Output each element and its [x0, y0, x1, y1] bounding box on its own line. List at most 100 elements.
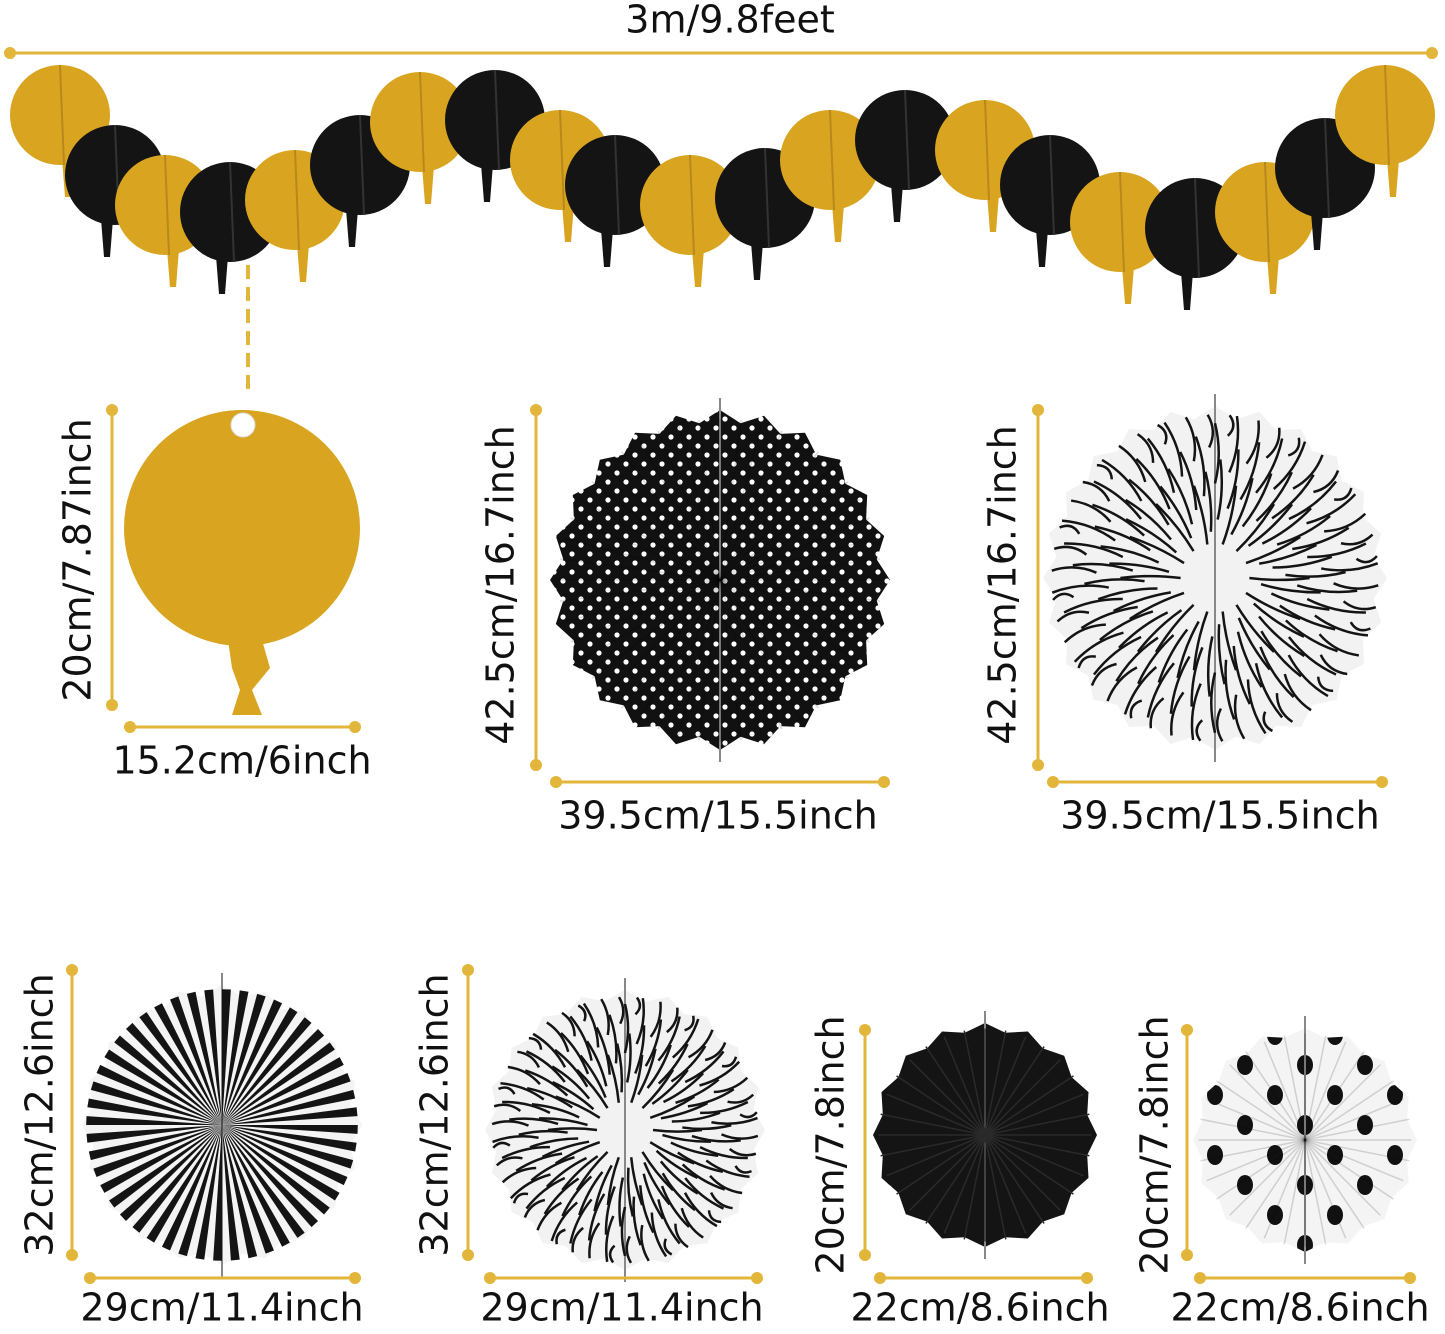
balloon-knot	[1311, 212, 1323, 250]
balloon-knot	[422, 166, 434, 204]
fan-stripe	[1287, 437, 1301, 457]
fan-fold	[719, 451, 819, 581]
fan-fold	[1216, 1080, 1306, 1141]
balloon-knot	[216, 256, 228, 294]
fan-fold	[719, 579, 742, 741]
height-label: 20cm/7.87inch	[56, 418, 100, 701]
fan-stripe	[1333, 582, 1379, 590]
fan-stripe	[1230, 477, 1254, 536]
fan-stripe	[579, 1054, 607, 1099]
fan-stripe	[1073, 631, 1124, 663]
fan-stripe	[617, 996, 625, 1025]
fan-stripe	[554, 1140, 601, 1165]
balloon-knot	[987, 194, 999, 232]
fan-fold	[719, 423, 763, 581]
fan-stripe	[1094, 525, 1151, 552]
balloon-fold	[229, 161, 235, 263]
dimension-end	[1181, 1024, 1193, 1036]
fan-stripe	[1124, 498, 1172, 541]
fan-stripe	[546, 1021, 570, 1053]
fan-fold	[943, 1036, 986, 1136]
fan-fold	[1216, 1139, 1306, 1200]
fan-stripe	[1192, 611, 1209, 671]
fan-fold	[925, 1134, 986, 1224]
balloon-fold	[559, 109, 565, 211]
fan-stripe	[670, 1045, 707, 1083]
fan-stripe	[1155, 503, 1195, 552]
fan-stripe	[705, 1159, 750, 1178]
fan-stripe	[1190, 683, 1202, 741]
fan-fold	[1304, 1139, 1404, 1182]
fan-fold	[943, 1134, 986, 1234]
fan-stripe	[606, 1156, 620, 1206]
fan-stripe	[629, 1157, 644, 1206]
fan-stripe	[222, 1125, 340, 1201]
fan-stripe	[1318, 633, 1360, 657]
fan-fold	[719, 465, 835, 581]
fan-stripe	[575, 1150, 609, 1191]
fan-stripe	[646, 1044, 672, 1089]
fan-stripe	[1217, 624, 1226, 685]
fan-stripe	[195, 1125, 222, 1260]
height-label: 42.5cm/16.7inch	[479, 425, 523, 745]
fan-stripe	[528, 1036, 543, 1050]
fan-stripe	[1276, 515, 1331, 546]
fan-stripe	[536, 1201, 563, 1231]
fan-stripe	[634, 1025, 646, 1074]
fan-fold	[984, 1093, 1084, 1136]
fan-stripe	[1340, 533, 1374, 546]
fan-stripe	[222, 1125, 330, 1215]
fan-stripe	[222, 990, 249, 1125]
fan-stripe	[642, 1173, 665, 1220]
fan-stripe	[1097, 587, 1158, 601]
fan-stripe	[1265, 427, 1281, 459]
fan-stripe	[1333, 487, 1353, 501]
balloon-fold	[689, 154, 695, 256]
fan-fold	[984, 1134, 1061, 1211]
fan-fold	[896, 1075, 986, 1136]
fan-stripe	[104, 1049, 222, 1125]
fan-stripe	[1224, 659, 1236, 720]
garland	[10, 64, 1435, 310]
garland-balloon	[640, 155, 740, 255]
fan-fold	[657, 430, 721, 581]
fan-fold	[1200, 1118, 1306, 1141]
fan-fold	[559, 558, 721, 581]
fan-fold	[984, 1134, 1090, 1157]
fan-stripe	[660, 1102, 709, 1120]
fan-fold	[579, 498, 721, 581]
fan-stripe	[1287, 654, 1329, 698]
fan-stripe	[1179, 451, 1198, 511]
fan-stripe	[1146, 437, 1176, 494]
fan-fold	[719, 579, 881, 602]
fan-stripe	[684, 1177, 725, 1210]
fan-stripe	[1226, 449, 1240, 510]
fan-stripe	[1285, 570, 1346, 578]
fan-fold	[605, 465, 721, 581]
fan-stripe	[1064, 542, 1124, 559]
garland-balloon	[780, 110, 880, 210]
fan-stripe	[161, 1125, 222, 1251]
fan-stripe	[492, 1141, 511, 1149]
fan-fold	[984, 1075, 1074, 1136]
fan-stripe	[650, 1212, 668, 1258]
fan-stripe	[663, 1238, 673, 1256]
fan-stripe	[1306, 493, 1357, 525]
fan-stripe	[681, 1163, 726, 1191]
fan-stripe	[588, 1222, 601, 1259]
dimension-end	[530, 759, 542, 771]
fan-stripe	[1192, 485, 1209, 545]
balloon-tab	[230, 412, 256, 438]
fan-fold	[1229, 1064, 1306, 1141]
fan-fold	[591, 481, 721, 581]
fan-stripe	[1092, 503, 1145, 537]
fan-fold	[719, 498, 861, 581]
fan-stripe	[1136, 433, 1155, 463]
fan-stripe	[1228, 415, 1240, 473]
fan-fold	[719, 579, 849, 679]
fan-stripe	[1051, 584, 1110, 594]
fan-stripe	[608, 1014, 618, 1064]
fan-stripe	[1149, 697, 1165, 729]
fan-stripe	[222, 1017, 312, 1125]
